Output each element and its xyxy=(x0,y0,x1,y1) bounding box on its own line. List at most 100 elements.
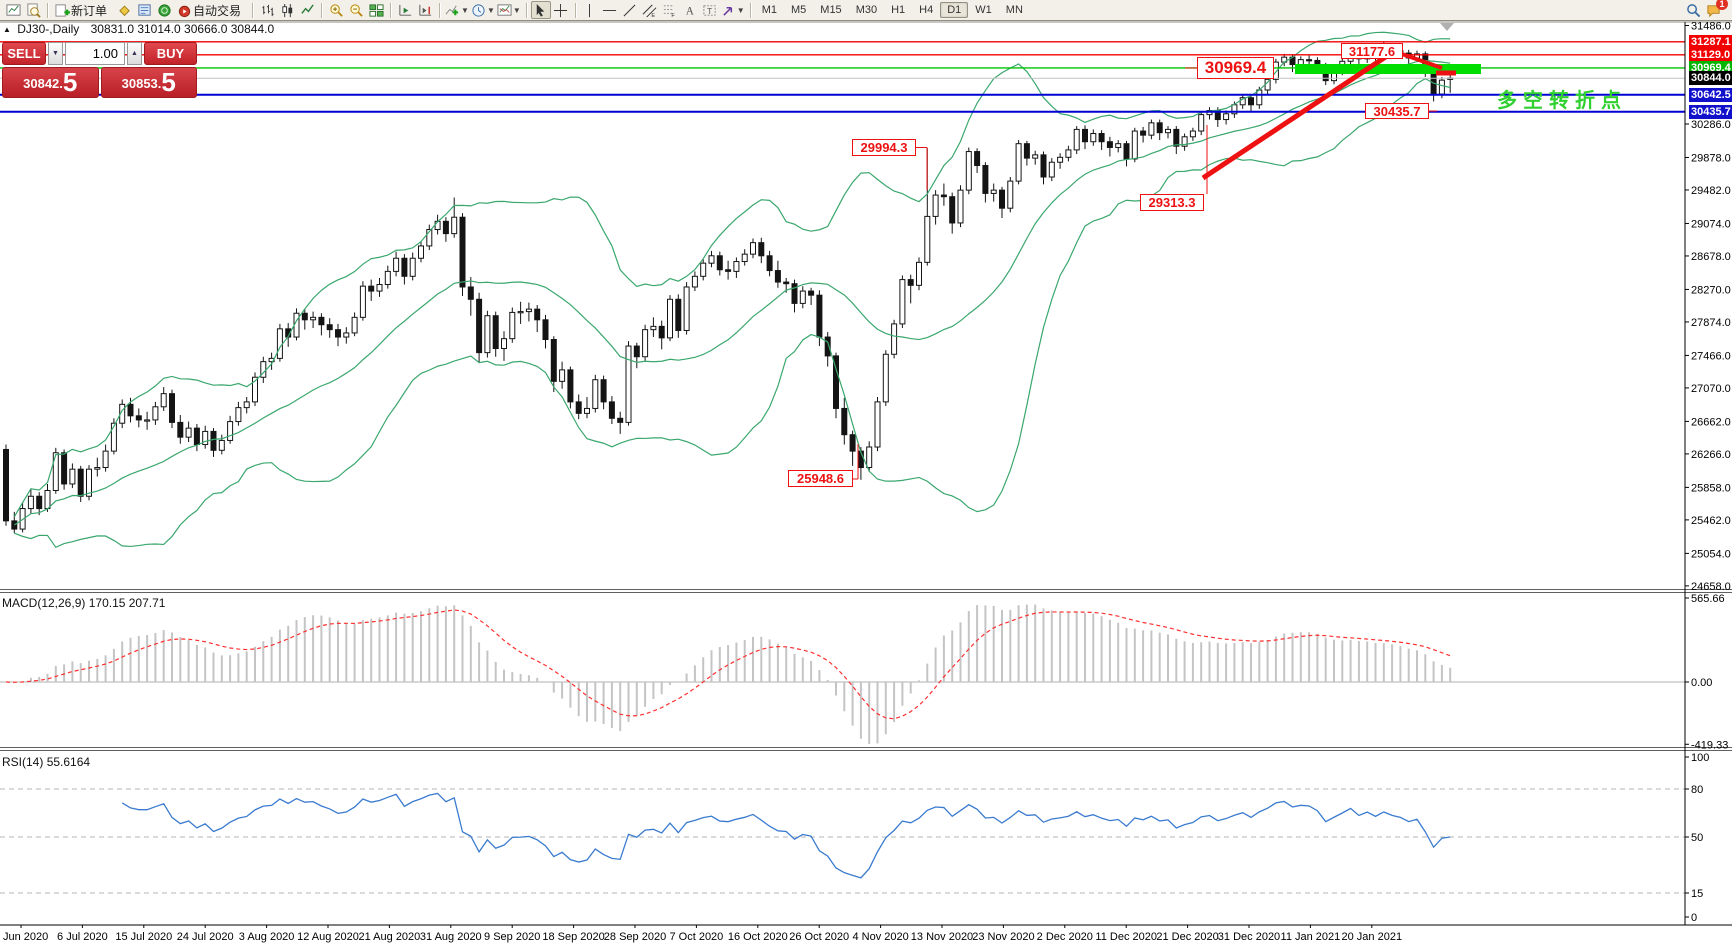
timeframe-H1[interactable]: H1 xyxy=(891,4,906,16)
toolbar-separator xyxy=(47,2,48,18)
crosshair-icon[interactable] xyxy=(551,1,571,19)
market-watch-icon[interactable] xyxy=(134,1,154,19)
svg-text:7 Oct 2020: 7 Oct 2020 xyxy=(669,931,723,943)
svg-text:28678.0: 28678.0 xyxy=(1691,251,1731,263)
price-annotation-label[interactable]: 30435.7 xyxy=(1365,103,1429,119)
svg-text:29074.0: 29074.0 xyxy=(1691,218,1731,230)
svg-text:25054.0: 25054.0 xyxy=(1691,548,1731,560)
svg-text:20 Jan 2021: 20 Jan 2021 xyxy=(1342,931,1403,943)
timeframe-M1[interactable]: M1 xyxy=(761,4,777,16)
chevron-down-icon: ▼ xyxy=(736,5,745,15)
svg-text:A: A xyxy=(686,5,695,17)
sell-price-int: 30842 xyxy=(23,76,60,91)
svg-text:27874.0: 27874.0 xyxy=(1691,317,1731,329)
turning-point-annotation[interactable]: 多空转折点 xyxy=(1497,90,1627,112)
ohlc-values-label: 30831.0 31014.0 30666.0 30844.0 xyxy=(90,22,275,36)
price-annotation-label[interactable]: 30969.4 xyxy=(1197,57,1274,79)
tile-windows-icon[interactable] xyxy=(366,1,386,19)
cursor-icon[interactable] xyxy=(530,1,551,19)
price-annotation-label[interactable]: 25948.6 xyxy=(788,470,853,487)
price-annotation-label[interactable]: 31177.6 xyxy=(1341,43,1403,59)
main-toolbar: 新订单 自动交易 ▼ ▼ ▼ E F A T ▼ M1 M5 M15 M30 H1 H4 D… xyxy=(0,0,1732,21)
volume-decrease-button[interactable]: ▼ xyxy=(48,42,63,65)
line-chart-icon[interactable] xyxy=(297,1,317,19)
svg-text:24658.0: 24658.0 xyxy=(1691,581,1731,593)
timeframe-D1[interactable]: D1 xyxy=(940,2,969,18)
macd-indicator-label: MACD(12,26,9) 170.15 207.71 xyxy=(2,596,166,610)
svg-text:15: 15 xyxy=(1691,888,1703,900)
price-level-badge: 31287.1 xyxy=(1689,34,1732,49)
auto-scroll-icon[interactable] xyxy=(395,1,415,19)
periods-icon[interactable]: ▼ xyxy=(470,1,496,19)
buy-price-button[interactable]: 30853. 5 xyxy=(100,67,197,98)
arrows-icon[interactable]: ▼ xyxy=(720,1,746,19)
horizontal-line-icon[interactable] xyxy=(600,1,620,19)
equidistant-channel-icon[interactable]: E xyxy=(640,1,660,19)
svg-text:26662.0: 26662.0 xyxy=(1691,416,1731,428)
templates-icon[interactable]: ▼ xyxy=(496,1,522,19)
svg-text:2 Dec 2020: 2 Dec 2020 xyxy=(1037,931,1093,943)
svg-text:100: 100 xyxy=(1691,752,1709,764)
indicators-icon[interactable]: ▼ xyxy=(444,1,470,19)
volume-increase-button[interactable]: ▲ xyxy=(127,42,142,65)
timeframe-H4[interactable]: H4 xyxy=(919,4,934,16)
vertical-line-icon[interactable] xyxy=(580,1,600,19)
chart-shift-icon[interactable] xyxy=(415,1,435,19)
autotrade-button[interactable]: 自动交易 xyxy=(174,1,248,19)
zoom-in-icon[interactable] xyxy=(326,1,346,19)
text-icon[interactable]: A xyxy=(680,1,700,19)
timeframe-M15[interactable]: M15 xyxy=(820,4,842,16)
price-level-badge: 30435.7 xyxy=(1689,104,1732,119)
svg-text:15 Jul 2020: 15 Jul 2020 xyxy=(115,931,172,943)
new-order-label: 新订单 xyxy=(71,3,108,18)
text-label-icon[interactable]: T xyxy=(700,1,720,19)
price-level-badge: 30642.5 xyxy=(1689,87,1732,102)
new-chart-icon[interactable] xyxy=(3,1,23,19)
price-annotation-label[interactable]: 29994.3 xyxy=(852,139,916,156)
candlestick-icon[interactable] xyxy=(277,1,297,19)
profiles-icon[interactable] xyxy=(23,1,43,19)
timeframe-M30[interactable]: M30 xyxy=(855,4,878,16)
fibonacci-icon[interactable]: F xyxy=(660,1,680,19)
new-order-button[interactable]: 新订单 xyxy=(52,1,114,19)
sell-price-big-digit: 5 xyxy=(62,67,78,97)
toolbar-separator xyxy=(749,2,751,18)
price-level-badge: 30844.0 xyxy=(1689,71,1732,86)
zoom-out-icon[interactable] xyxy=(346,1,366,19)
toolbar-separator xyxy=(252,2,254,18)
svg-text:29482.0: 29482.0 xyxy=(1691,185,1731,197)
sell-price-button[interactable]: 30842. 5 xyxy=(2,67,99,98)
price-level-badge: 31129.0 xyxy=(1689,47,1732,62)
buy-button[interactable]: BUY xyxy=(144,42,197,65)
price-annotation-label[interactable]: 29313.3 xyxy=(1140,194,1204,211)
timeframe-W1[interactable]: W1 xyxy=(975,4,992,16)
chevron-down-icon: ▼ xyxy=(512,5,521,15)
buy-price-dot: . xyxy=(157,76,162,91)
timeframe-MN[interactable]: MN xyxy=(1005,4,1023,16)
svg-text:24 Jul 2020: 24 Jul 2020 xyxy=(177,931,234,943)
trendline-icon[interactable] xyxy=(620,1,640,19)
svg-text:80: 80 xyxy=(1691,784,1703,796)
timeframe-M5[interactable]: M5 xyxy=(791,4,807,16)
svg-text:23 Nov 2020: 23 Nov 2020 xyxy=(972,931,1034,943)
svg-text:0.00: 0.00 xyxy=(1691,677,1712,689)
svg-text:13 Nov 2020: 13 Nov 2020 xyxy=(911,931,973,943)
metaeditor-icon[interactable] xyxy=(114,1,134,19)
svg-text:-419.33: -419.33 xyxy=(1691,739,1728,751)
svg-text:21 Dec 2020: 21 Dec 2020 xyxy=(1156,931,1218,943)
collapse-triangle-icon[interactable]: ▲ xyxy=(3,25,11,34)
bar-chart-icon[interactable] xyxy=(257,1,277,19)
chevron-up-icon: ▲ xyxy=(131,50,138,57)
svg-text:25858.0: 25858.0 xyxy=(1691,482,1731,494)
search-icon[interactable] xyxy=(1683,1,1703,19)
sell-button[interactable]: SELL xyxy=(2,42,46,65)
navigator-icon[interactable] xyxy=(154,1,174,19)
svg-text:3 Aug 2020: 3 Aug 2020 xyxy=(239,931,295,943)
toolbar-separator xyxy=(439,2,441,18)
alerts-icon[interactable]: 1 xyxy=(1703,0,1728,19)
svg-text:E: E xyxy=(652,13,656,18)
svg-text:11 Dec 2020: 11 Dec 2020 xyxy=(1095,931,1157,943)
volume-input[interactable]: 1.00 xyxy=(65,42,125,65)
